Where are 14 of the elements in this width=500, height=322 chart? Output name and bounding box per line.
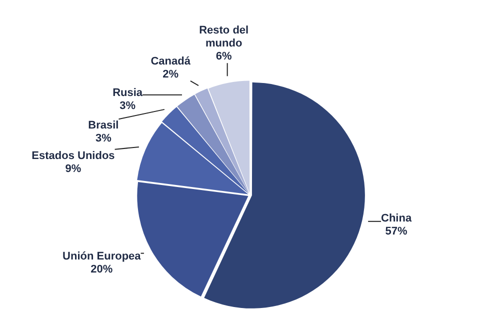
data-label: 3% [120, 100, 136, 112]
data-label: 57% [385, 226, 408, 238]
data-label: 6% [216, 50, 232, 63]
slice-label: Estados Unidos [32, 150, 115, 162]
slice-label: Brasil [88, 120, 119, 132]
data-label: 2% [162, 68, 179, 80]
data-label: 20% [90, 264, 113, 276]
slice-label: Resto del mundo [199, 24, 249, 50]
slice-label: Canadá [150, 55, 192, 68]
data-label: 9% [65, 162, 82, 175]
slice-label: China [381, 212, 412, 225]
slice-label: Rusia [112, 86, 144, 99]
slice-label: Unión Europea [62, 250, 142, 263]
data-label: 3% [95, 132, 112, 145]
